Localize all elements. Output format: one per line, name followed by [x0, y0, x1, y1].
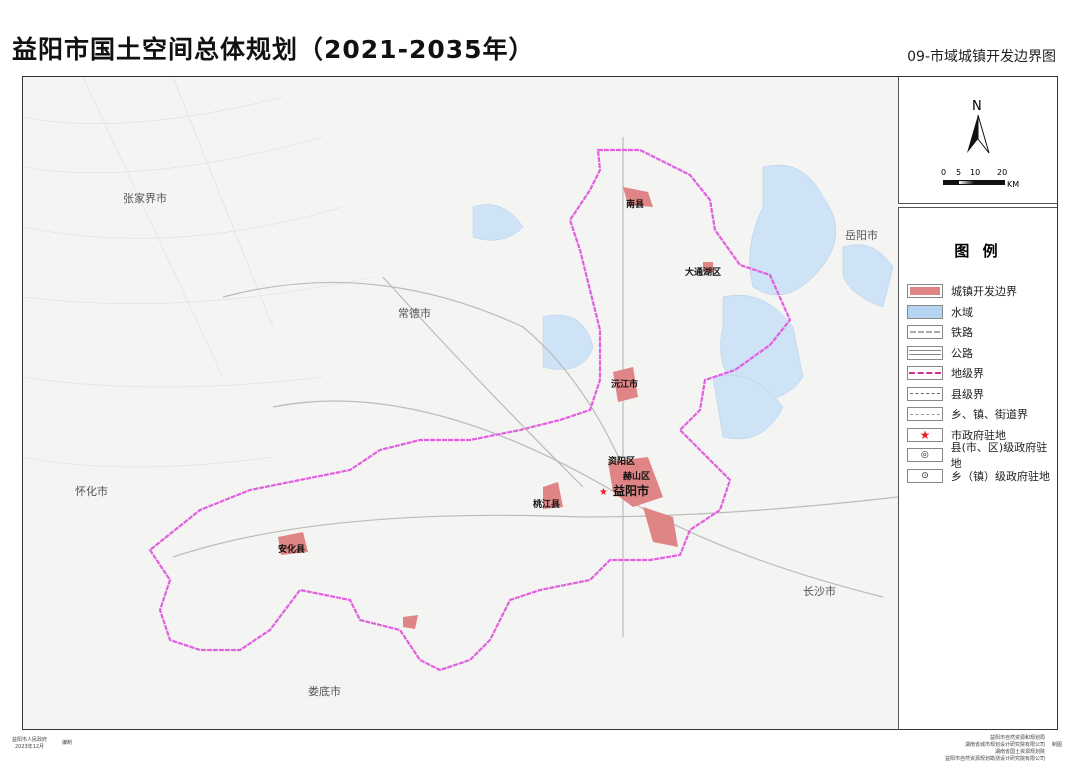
- footer-text: 2023年12月: [14, 744, 45, 750]
- neighbor-label: 张家界市: [123, 191, 167, 205]
- neighbor-labels: 张家界市 常德市 岳阳市 怀化市 长沙市 娄底市: [75, 191, 878, 698]
- place-label: 沅江市: [611, 378, 638, 390]
- footer-role: 编制: [62, 740, 73, 746]
- legend-label: 水域: [951, 305, 973, 319]
- dot-circle-icon: ⊙: [907, 468, 943, 483]
- place-label: 南县: [626, 198, 644, 210]
- urban-swatch-icon: [907, 284, 943, 299]
- footer-text: 湖南省城市规划设计研究院有限公司: [964, 742, 1045, 748]
- prefecture-boundary-icon: [907, 366, 943, 381]
- city-government-star-icon: ★: [599, 487, 608, 498]
- footer-text: 益阳市自然资源和规划局: [989, 735, 1045, 741]
- north-arrow-panel: N 0 5 10 20 KM: [898, 77, 1057, 204]
- legend-item: 公路: [907, 343, 1057, 364]
- north-label: N: [972, 99, 982, 114]
- place-label: 安化县: [278, 543, 305, 555]
- legend-item: 地级界: [907, 363, 1057, 384]
- legend-label: 乡、镇、街道界: [951, 408, 1028, 422]
- place-label: 资阳区: [608, 455, 635, 467]
- legend-label: 公路: [951, 346, 973, 360]
- terrain-hatch: [23, 77, 374, 468]
- legend-label: 县级界: [951, 387, 984, 401]
- footer-text: 益阳市人民政府: [12, 737, 48, 743]
- legend-label: 市政府驻地: [951, 428, 1006, 442]
- legend-label: 县(市、区)级政府驻地: [950, 441, 1048, 471]
- footer-left: 益阳市人民政府 2023年12月: [12, 737, 47, 751]
- county-boundary-icon: [907, 386, 943, 401]
- map-canvas[interactable]: 张家界市 常德市 岳阳市 怀化市 长沙市 娄底市 南县 大通湖区 沅江市 资阳区…: [23, 77, 898, 729]
- water-swatch-icon: [907, 304, 943, 319]
- neighbor-label: 娄底市: [308, 684, 341, 698]
- double-circle-icon: ◎: [907, 448, 943, 463]
- legend-item: 县级界: [907, 384, 1057, 405]
- legend-label: 乡（镇）级政府驻地: [951, 469, 1050, 483]
- legend-item: ⊙ 乡（镇）级政府驻地: [907, 466, 1057, 487]
- place-labels: 南县 大通湖区 沅江市 资阳区 赫山区 益阳市 桃江县 安化县: [278, 198, 721, 555]
- legend-item: 铁路: [907, 322, 1057, 343]
- map-subtitle: 09-市域城镇开发边界图: [907, 49, 1056, 65]
- map-title: 益阳市国土空间总体规划（2021-2035年）: [12, 35, 535, 64]
- footer-text: 湖南省国土资源规划院: [994, 749, 1045, 755]
- legend-item: ◎ 县(市、区)级政府驻地: [907, 441, 1057, 470]
- road-icon: [907, 345, 943, 360]
- place-label: 益阳市: [613, 483, 649, 498]
- water-bodies: [472, 164, 894, 440]
- scale-tick: 0: [941, 168, 947, 177]
- neighbor-label: 怀化市: [75, 484, 108, 498]
- footer-text: 益阳市自然资源规划勘测设计研究院有限公司: [944, 756, 1045, 762]
- scale-tick: 20: [997, 168, 1008, 177]
- legend-item: 水域: [907, 302, 1057, 323]
- footer-right: 益阳市自然资源和规划局 湖南省城市规划设计研究院有限公司 湖南省国土资源规划院 …: [945, 735, 1045, 763]
- city-boundary: [148, 148, 792, 672]
- legend-label: 城镇开发边界: [951, 285, 1017, 299]
- scale-unit: KM: [1007, 180, 1020, 189]
- place-label: 桃江县: [533, 498, 560, 510]
- map-frame: [22, 76, 1058, 730]
- neighbor-label: 常德市: [398, 306, 431, 320]
- footer-role: 制图: [1051, 742, 1062, 748]
- railway-icon: [907, 325, 943, 340]
- scale-tick: 10: [970, 168, 981, 177]
- legend-label: 铁路: [951, 326, 973, 340]
- scale-tick: 5: [956, 168, 962, 177]
- urban-development-areas: [278, 187, 713, 629]
- neighbor-label: 长沙市: [803, 584, 836, 598]
- north-arrow-icon: [967, 115, 990, 154]
- town-boundary-icon: [907, 407, 943, 422]
- legend-item: ★ 市政府驻地: [907, 425, 1057, 446]
- place-label: 大通湖区: [685, 266, 721, 278]
- legend-label: 地级界: [951, 367, 984, 381]
- legend-item: 城镇开发边界: [907, 281, 1057, 302]
- place-label: 赫山区: [623, 470, 650, 482]
- legend-panel: 图 例 城镇开发边界 水域 铁路 公路 地级界 县级界 乡、镇、街道界 ★ 市政府…: [898, 207, 1057, 730]
- star-icon: ★: [907, 427, 943, 442]
- neighbor-label: 岳阳市: [845, 228, 878, 242]
- legend-item: 乡、镇、街道界: [907, 404, 1057, 425]
- legend-title: 图 例: [954, 242, 1002, 260]
